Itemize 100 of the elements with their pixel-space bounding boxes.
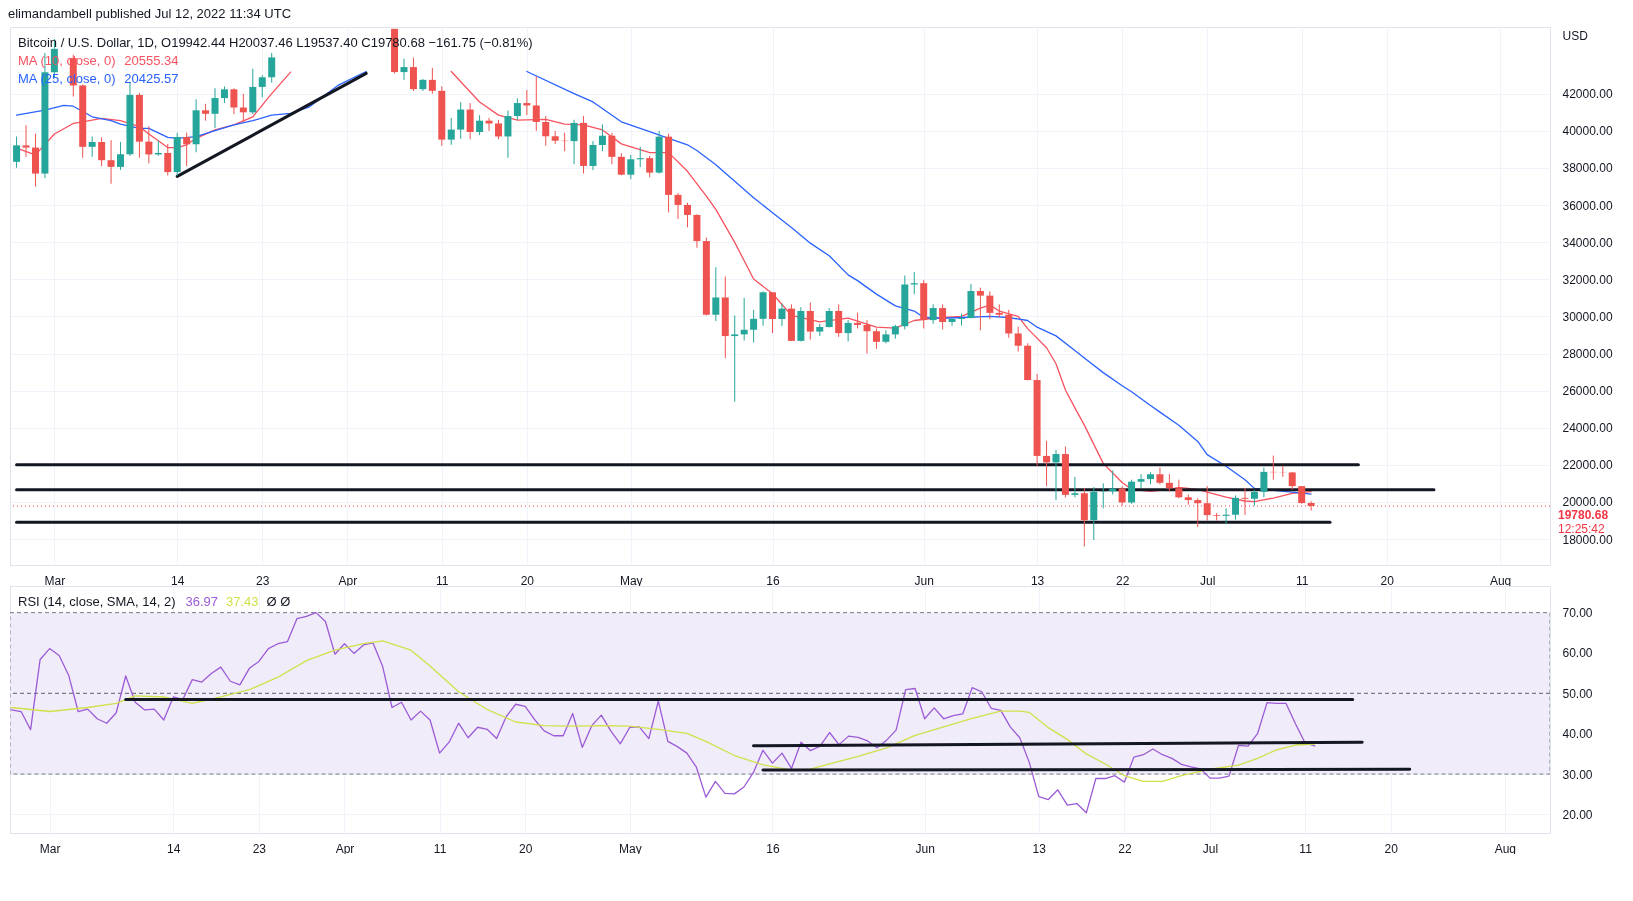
x-tick-label: 11 — [1299, 841, 1313, 856]
candlestick — [750, 309, 758, 343]
x-tick-label: 20 — [1384, 841, 1399, 856]
candlestick — [145, 125, 153, 164]
y-tick-label: 30000.00 — [1562, 309, 1613, 324]
x-tick-label: Jun — [914, 573, 934, 588]
candlestick — [731, 314, 739, 403]
annotation: Ø Ø — [266, 594, 291, 609]
candlestick — [1014, 326, 1022, 353]
candlestick — [825, 307, 833, 329]
candlestick — [476, 114, 484, 136]
text: RSI (14, close, SMA, 14, 2) — [18, 594, 176, 609]
y-tick-label: 34000.00 — [1562, 235, 1613, 250]
y-tick-label: 30.00 — [1562, 767, 1593, 782]
y-tick-label: 50.00 — [1562, 686, 1593, 701]
annotation: 20425.57 — [124, 71, 179, 86]
candlestick — [939, 303, 947, 330]
x-tick-label: Mar — [39, 841, 61, 856]
candlestick — [409, 57, 417, 92]
y-tick-label: 32000.00 — [1562, 272, 1613, 287]
x-tick-label: 20 — [1380, 573, 1395, 588]
y-tick-label: 28000.00 — [1562, 347, 1613, 362]
candlestick — [806, 301, 814, 341]
candlestick — [1241, 487, 1249, 516]
candlestick — [570, 119, 578, 165]
annotation: 36.97 — [185, 594, 219, 609]
annotation: 37.43 — [226, 594, 259, 609]
candlestick — [494, 119, 502, 140]
candlestick — [117, 141, 125, 171]
candlestick — [1005, 309, 1013, 339]
y-tick-label: 40000.00 — [1562, 124, 1613, 139]
y-tick-label: 22000.00 — [1562, 458, 1613, 473]
y-tick-label: 60.00 — [1562, 646, 1593, 661]
text: elimandambell published Jul 12, 2022 11:34 UTC — [7, 5, 293, 23]
x-tick-label: 20 — [519, 841, 533, 856]
candlestick — [1137, 473, 1145, 489]
candlestick — [1071, 476, 1079, 498]
candlestick — [1099, 482, 1107, 509]
annotation: 20555.34 — [124, 53, 179, 68]
y-tick-label: 40.00 — [1562, 727, 1593, 742]
candlestick — [88, 135, 96, 158]
candlestick — [107, 139, 115, 185]
candlestick — [958, 313, 966, 327]
candlestick — [504, 109, 512, 159]
y-tick-label: 26000.00 — [1562, 384, 1613, 399]
candlestick — [183, 132, 191, 167]
candlestick — [428, 67, 436, 95]
candlestick — [258, 74, 266, 98]
candlestick — [778, 302, 786, 327]
candlestick — [589, 140, 597, 171]
x-tick-label: Mar — [44, 573, 66, 588]
candlestick — [976, 287, 984, 331]
x-tick-label: 22 — [1118, 841, 1132, 856]
x-tick-label: Jul — [1200, 573, 1216, 588]
candlestick — [1203, 485, 1211, 521]
candlestick — [230, 87, 238, 115]
candlestick — [598, 123, 606, 152]
candlestick — [1194, 497, 1202, 528]
ref-line-label: 19780.68 — [1558, 507, 1609, 522]
y-tick-label: 70.00 — [1562, 606, 1593, 621]
candlestick — [513, 97, 521, 121]
candlestick — [608, 132, 616, 165]
x-tick-label: 11 — [436, 573, 449, 588]
candlestick — [646, 155, 654, 178]
candlestick — [844, 319, 852, 342]
y-tick-label: 42000.00 — [1562, 87, 1613, 102]
x-tick-label: 14 — [171, 573, 185, 588]
y-axis-title: USD — [1562, 28, 1589, 43]
candlestick — [929, 303, 937, 325]
candlestick — [22, 124, 30, 158]
x-tick-label: 16 — [766, 573, 781, 588]
candlestick — [683, 202, 691, 228]
candlestick — [872, 327, 880, 350]
candlestick — [457, 101, 465, 140]
candlestick — [986, 290, 994, 320]
y-tick-label: 36000.00 — [1562, 198, 1613, 213]
candlestick — [542, 115, 550, 147]
candlestick — [835, 303, 843, 338]
candlestick — [532, 75, 540, 132]
candlestick — [1175, 479, 1183, 499]
y-tick-label: 20000.00 — [1562, 495, 1613, 510]
candlestick — [164, 143, 172, 176]
x-tick-label: 13 — [1032, 841, 1047, 856]
candlestick — [98, 136, 106, 167]
x-tick-label: 11 — [1295, 573, 1309, 588]
candlestick — [863, 319, 871, 355]
candlestick — [268, 52, 276, 84]
candlestick — [400, 58, 408, 81]
y-tick-label: 20.00 — [1562, 807, 1593, 822]
y-tick-label: 38000.00 — [1562, 161, 1613, 176]
x-tick-label: 11 — [433, 841, 447, 856]
x-tick-label: 20 — [520, 573, 535, 588]
line-series — [10, 640, 1316, 782]
candlestick — [712, 266, 720, 322]
x-tick-label: 23 — [256, 573, 270, 588]
candlestick — [1232, 494, 1240, 521]
candlestick — [674, 192, 682, 220]
candlestick — [1128, 479, 1136, 505]
candlestick — [211, 87, 219, 129]
candlestick — [1307, 500, 1315, 512]
